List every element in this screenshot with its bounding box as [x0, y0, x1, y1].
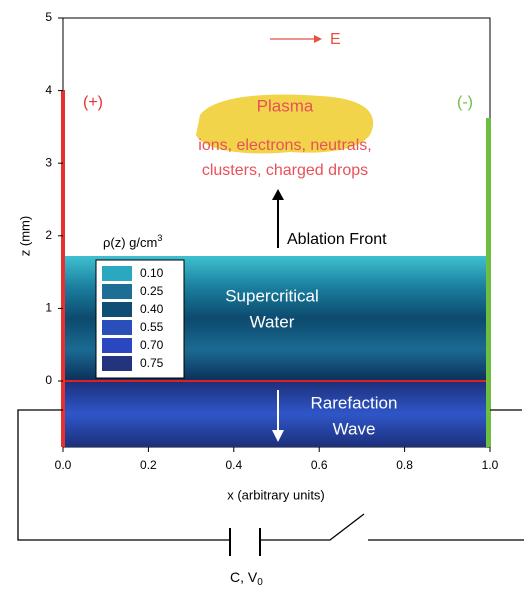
x-tick-label: 0.8 — [396, 458, 413, 472]
anode-label: (+) — [83, 94, 103, 111]
y-tick-label: 3 — [45, 155, 52, 169]
capacitor — [229, 528, 261, 556]
rarefaction-label: Wave — [333, 419, 376, 438]
legend-label: 0.70 — [140, 338, 164, 352]
rarefaction-label: Rarefaction — [311, 393, 398, 412]
x-tick-label: 0.4 — [225, 458, 242, 472]
switch — [260, 513, 524, 541]
legend: 0.10 0.25 0.40 0.55 0.70 0.75 — [102, 266, 164, 371]
water-label: Water — [250, 312, 295, 331]
legend-swatch — [102, 338, 132, 353]
x-tick-label: 1.0 — [482, 458, 499, 472]
plasma-line: ions, electrons, neutrals, — [198, 137, 371, 154]
circuit — [17, 409, 524, 556]
y-tick-label: 1 — [45, 301, 52, 315]
legend-swatch — [102, 284, 132, 299]
circuit-label: C, V0 — [230, 569, 263, 588]
cathode — [486, 118, 491, 447]
wire — [17, 409, 230, 541]
y-tick-label: 2 — [45, 228, 52, 242]
x-tick-label: 0.0 — [55, 458, 72, 472]
y-tick-label: 4 — [45, 83, 52, 97]
field-label: E — [330, 31, 341, 48]
y-axis-label: z (mm) — [17, 216, 32, 256]
legend-title: ρ(z) g/cm3 — [103, 233, 162, 250]
x-tick-label: 0.6 — [311, 458, 328, 472]
field-arrowhead — [314, 35, 322, 43]
legend-label: 0.40 — [140, 302, 164, 316]
legend-swatch — [102, 302, 132, 317]
x-axis-label: x (arbitrary units) — [227, 487, 325, 502]
ticks: 0.0 0.2 0.4 0.6 0.8 1.0 0 1 2 3 4 5 — [45, 10, 498, 472]
legend-swatch — [102, 266, 132, 281]
ablation-arrowhead — [272, 189, 284, 200]
plasma-line: clusters, charged drops — [202, 162, 368, 179]
plot: 0.10 0.25 0.40 0.55 0.70 0.75 0.0 0.2 0.4 0.6 0.8… — [45, 10, 498, 472]
water-label: Supercritical — [225, 286, 319, 305]
plasma-cloud — [196, 94, 374, 154]
x-tick-label: 0.2 — [140, 458, 157, 472]
plasma-title: Plasma — [257, 96, 314, 115]
legend-label: 0.25 — [140, 284, 164, 298]
y-tick-label: 5 — [45, 10, 52, 24]
legend-swatch — [102, 320, 132, 335]
y-tick-label: 0 — [45, 373, 52, 387]
legend-label: 0.55 — [140, 320, 164, 334]
legend-label: 0.75 — [140, 356, 164, 370]
ablation-label: Ablation Front — [287, 231, 387, 248]
rarefaction-arrowhead — [272, 430, 284, 442]
cathode-label: (-) — [457, 94, 473, 111]
legend-swatch — [102, 356, 132, 371]
anode — [61, 90, 65, 447]
legend-label: 0.10 — [140, 266, 164, 280]
